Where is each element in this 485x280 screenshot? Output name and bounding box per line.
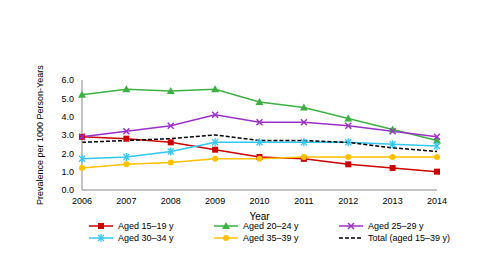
svg-text:2009: 2009 (205, 196, 225, 206)
svg-text:2007: 2007 (116, 196, 136, 206)
html-text:Total (aged 15–39 y): Total (aged 15–39 y) (368, 233, 451, 243)
html-text:Aged 35–39 y: Aged 35–39 y (243, 233, 299, 243)
svg-text:2013: 2013 (383, 196, 403, 206)
svg-text:2006: 2006 (72, 196, 92, 206)
svg-text:2.0: 2.0 (61, 149, 74, 159)
html-text:Aged 20–24 y: Aged 20–24 y (243, 221, 299, 231)
svg-text:2008: 2008 (161, 196, 181, 206)
svg-text:6.0: 6.0 (61, 75, 74, 85)
html-text:Aged 30–34 y: Aged 30–34 y (118, 233, 174, 243)
svg-text:0.0: 0.0 (61, 185, 74, 195)
svg-text:5.0: 5.0 (61, 94, 74, 104)
svg-text:2012: 2012 (338, 196, 358, 206)
svg-text:4.0: 4.0 (61, 112, 74, 122)
svg-text:Prevalence per 1000 Person-Yea: Prevalence per 1000 Person-Years (35, 65, 45, 205)
svg-text:3.0: 3.0 (61, 130, 74, 140)
svg-text:2014: 2014 (427, 196, 447, 206)
svg-text:1.0: 1.0 (61, 167, 74, 177)
svg-text:Year: Year (249, 211, 270, 220)
html-text:Aged 15–19 y: Aged 15–19 y (118, 221, 174, 231)
html-text:Aged 25–29 y: Aged 25–29 y (368, 221, 424, 231)
svg-text:2011: 2011 (294, 196, 313, 206)
svg-text:2010: 2010 (249, 196, 269, 206)
